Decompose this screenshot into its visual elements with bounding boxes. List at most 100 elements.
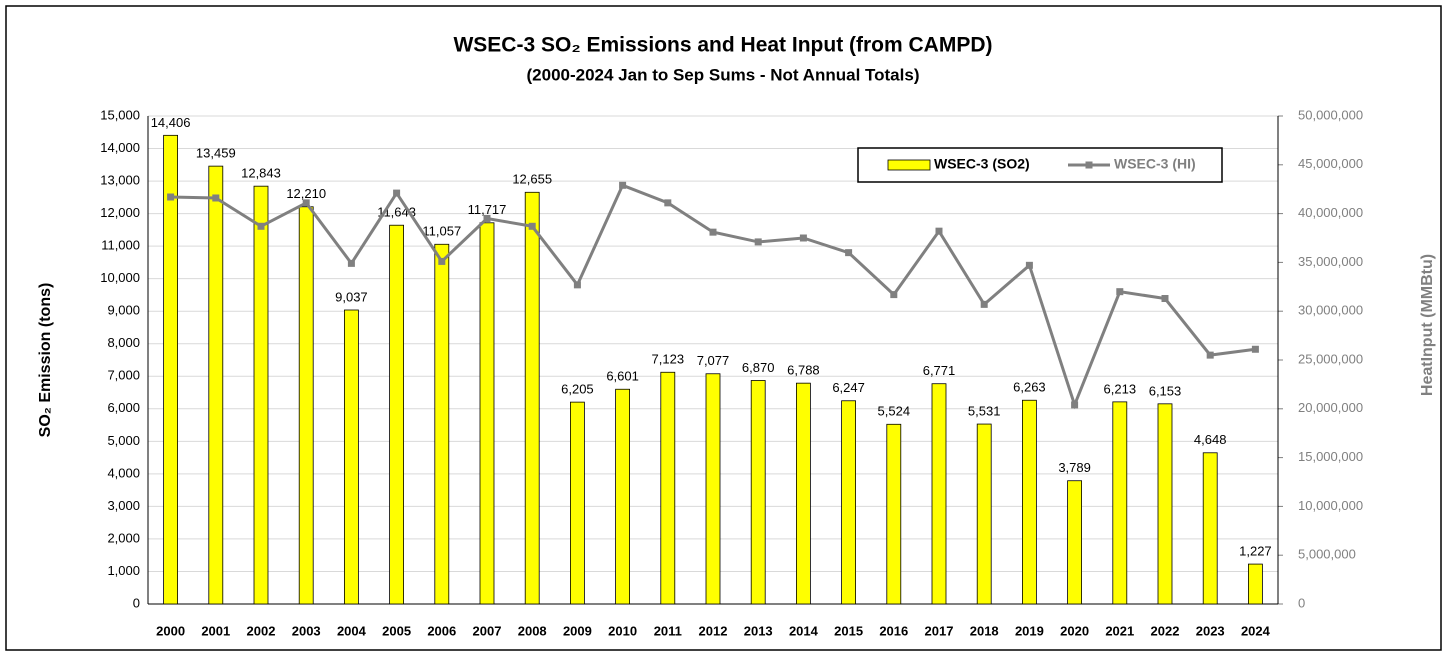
data-label: 11,717 xyxy=(468,202,507,217)
line-marker xyxy=(799,234,807,242)
y-tick-label: 0 xyxy=(133,595,140,610)
data-label: 5,531 xyxy=(968,403,1001,418)
bar xyxy=(1248,563,1263,605)
y-tick-label: 7,000 xyxy=(107,368,140,383)
bar xyxy=(343,309,359,605)
line-marker xyxy=(393,189,401,197)
x-tick-label: 2015 xyxy=(834,623,863,638)
y2-tick-label: 5,000,000 xyxy=(1298,547,1356,562)
line-marker xyxy=(1071,401,1079,409)
x-tick-label: 2014 xyxy=(789,623,819,638)
legend-label: WSEC-3 (SO2) xyxy=(934,156,1030,172)
data-label: 7,123 xyxy=(652,352,685,367)
y2-tick-label: 45,000,000 xyxy=(1298,156,1363,171)
data-label: 9,037 xyxy=(335,289,368,304)
line-marker xyxy=(1161,295,1169,303)
y2-tick-label: 40,000,000 xyxy=(1298,205,1363,220)
line-marker xyxy=(619,181,627,189)
data-label: 12,655 xyxy=(512,172,552,187)
bar xyxy=(886,423,902,605)
data-label: 6,771 xyxy=(923,363,956,378)
y2-tick-label: 30,000,000 xyxy=(1298,303,1363,318)
y-tick-label: 14,000 xyxy=(100,140,140,155)
data-label: 13,459 xyxy=(196,146,236,161)
data-label: 5,524 xyxy=(878,404,911,419)
y2-tick-label: 0 xyxy=(1298,595,1305,610)
line-marker xyxy=(347,259,355,267)
x-tick-label: 2006 xyxy=(427,623,456,638)
data-label: 11,057 xyxy=(422,224,461,239)
bar xyxy=(524,191,540,605)
data-label: 6,870 xyxy=(742,360,775,375)
y-tick-label: 5,000 xyxy=(107,433,140,448)
line-marker xyxy=(709,228,717,236)
x-tick-label: 2016 xyxy=(879,623,908,638)
legend-label: WSEC-3 (HI) xyxy=(1114,156,1196,172)
x-tick-label: 2007 xyxy=(473,623,502,638)
y-tick-label: 6,000 xyxy=(107,400,140,415)
line-marker xyxy=(664,199,672,207)
line-marker xyxy=(212,194,220,202)
data-label: 14,406 xyxy=(151,115,191,130)
bar xyxy=(163,134,179,605)
data-label: 6,788 xyxy=(787,363,820,378)
x-tick-label: 2023 xyxy=(1196,623,1225,638)
data-label: 6,213 xyxy=(1104,381,1137,396)
x-tick-label: 2012 xyxy=(699,623,728,638)
y-tick-label: 2,000 xyxy=(107,530,140,545)
x-tick-label: 2021 xyxy=(1105,623,1134,638)
data-label: 6,263 xyxy=(1013,380,1046,395)
y2-tick-label: 35,000,000 xyxy=(1298,254,1363,269)
bar xyxy=(615,388,630,605)
bar xyxy=(750,380,766,605)
legend-swatch xyxy=(887,159,931,171)
y-tick-label: 1,000 xyxy=(107,563,140,578)
data-label: 6,153 xyxy=(1149,383,1182,398)
y-tick-label: 13,000 xyxy=(100,173,140,188)
x-tick-label: 2002 xyxy=(247,623,276,638)
y2-tick-label: 10,000,000 xyxy=(1298,498,1363,513)
line-marker xyxy=(167,193,175,201)
x-tick-label: 2010 xyxy=(608,623,637,638)
x-tick-label: 2004 xyxy=(337,623,367,638)
data-label: 12,843 xyxy=(241,166,281,181)
y-axis-label: SO₂ Emission (tons) xyxy=(37,283,54,438)
x-tick-label: 2018 xyxy=(970,623,999,638)
y2-axis-label: HeatInput (MMBtu) xyxy=(1419,254,1436,396)
data-label: 6,205 xyxy=(561,382,594,397)
line-marker xyxy=(257,222,265,230)
x-tick-label: 2017 xyxy=(925,623,954,638)
bar xyxy=(570,401,585,605)
y2-tick-label: 15,000,000 xyxy=(1298,449,1363,464)
x-tick-label: 2011 xyxy=(654,623,682,638)
line-marker xyxy=(438,257,446,265)
y-tick-label: 15,000 xyxy=(100,107,140,122)
y-tick-label: 9,000 xyxy=(107,303,140,318)
bar xyxy=(208,165,224,605)
x-tick-label: 2003 xyxy=(292,623,321,638)
line-marker xyxy=(980,300,988,308)
line-marker xyxy=(483,214,491,222)
bar xyxy=(796,382,811,605)
y2-tick-label: 25,000,000 xyxy=(1298,351,1363,366)
data-label: 6,247 xyxy=(832,380,865,395)
data-label: 6,601 xyxy=(606,369,639,384)
x-tick-label: 2008 xyxy=(518,623,547,638)
y-tick-label: 4,000 xyxy=(107,465,140,480)
bar xyxy=(841,400,856,605)
x-tick-label: 2024 xyxy=(1241,623,1271,638)
data-label: 12,210 xyxy=(286,186,326,201)
bar xyxy=(298,206,314,605)
data-label: 4,648 xyxy=(1194,432,1227,447)
line-marker xyxy=(1206,351,1214,359)
bar xyxy=(1157,403,1173,605)
legend-marker xyxy=(1085,161,1093,169)
data-label: 7,077 xyxy=(697,353,730,368)
y-tick-label: 12,000 xyxy=(100,205,140,220)
bar xyxy=(976,423,992,605)
x-tick-label: 2020 xyxy=(1060,623,1089,638)
bar xyxy=(389,224,405,605)
x-tick-label: 2001 xyxy=(201,623,230,638)
line-marker xyxy=(573,281,581,289)
